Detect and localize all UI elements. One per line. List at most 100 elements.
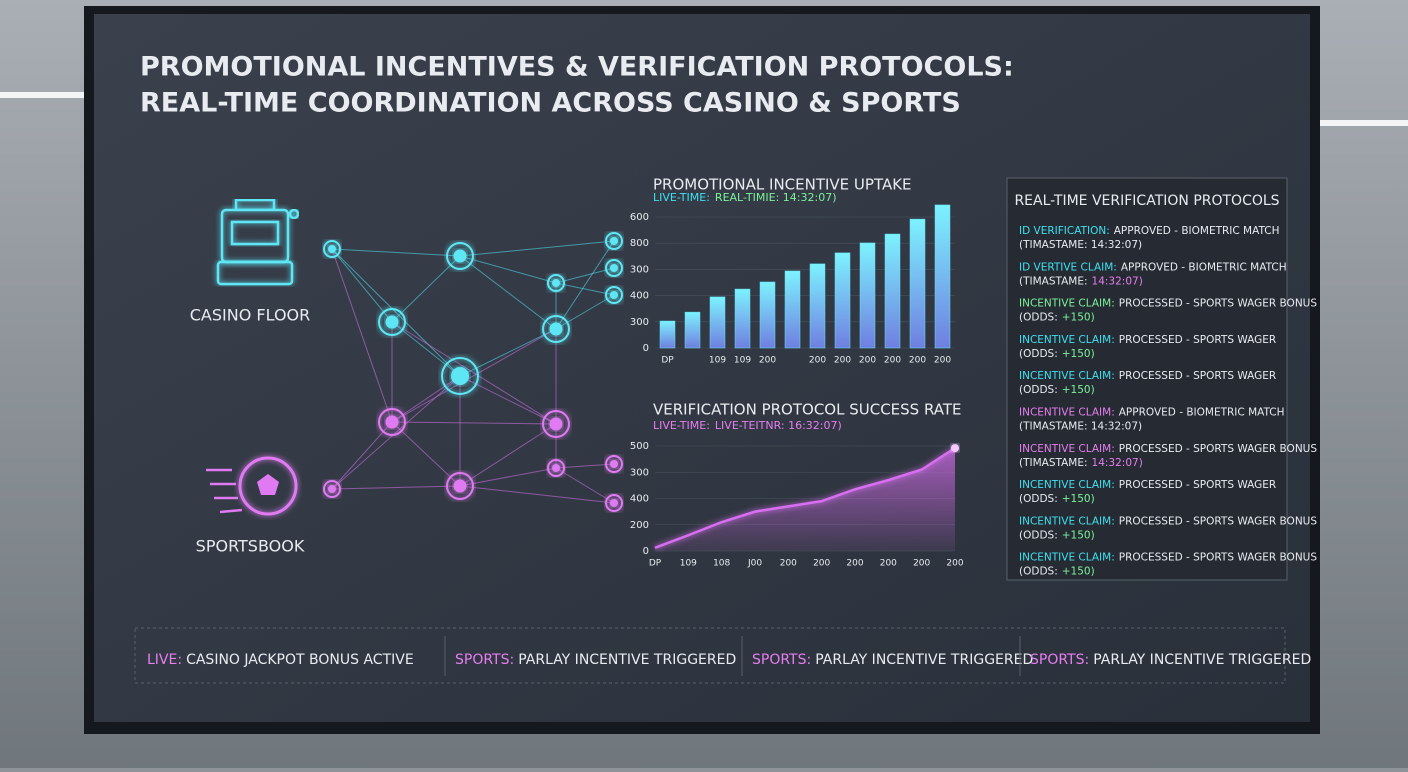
bar (659, 320, 676, 349)
network-edge (391, 255, 461, 323)
entry-label: ID VERIFICATION: (1019, 225, 1110, 237)
entry-line: INCENTIVE CLAIM: PROCESSED - SPORTS WAGER… (1019, 298, 1317, 310)
subtitle-part: LIVE-TIME: (653, 191, 710, 204)
entry-detail: (ODDS: +150) (1019, 493, 1095, 505)
network-node (610, 460, 618, 468)
entry-detail: (TIMASTAME: 14:32:07) (1019, 275, 1143, 287)
entry-label: INCENTIVE CLAIM: (1019, 298, 1115, 310)
network-node-ring (441, 357, 479, 395)
entry-line: INCENTIVE CLAIM: PROCESSED - SPORTS WAGER (1019, 479, 1276, 491)
casino-icon (216, 260, 294, 286)
entry-status: PROCESSED - SPORTS WAGER (1119, 334, 1276, 346)
network-node-ring (547, 459, 565, 477)
y-tick-label: 200 (630, 520, 649, 531)
y-tick-label: 300 (630, 467, 649, 478)
network-edge (459, 485, 615, 504)
y-tick-label: 300 (630, 317, 649, 328)
x-tick-label: 200 (759, 356, 776, 366)
network-edge (459, 255, 557, 330)
ticker-label: SPORTS: (752, 652, 811, 668)
entry-status: APPROVED - BIOMETRIC MATCH (1119, 407, 1285, 419)
entry-status: APPROVED - BIOMETRIC MATCH (1114, 225, 1280, 237)
casino-icon (288, 208, 300, 220)
chart-subtitle: LIVE-TIME: REAL-TIMIE: 14:32:07) (653, 191, 836, 204)
entry-detail: (TIMASTAME: 14:32:07) (1019, 421, 1142, 433)
network-edge (555, 240, 615, 330)
network-node-ring (446, 472, 474, 500)
entry-status: PROCESSED - SPORTS WAGER BONUS (1119, 443, 1318, 455)
subtitle-part: LIVE-TEITNR: 16:32:07) (715, 419, 842, 432)
entry-detail-value: +150) (1062, 384, 1095, 396)
network-edge (331, 248, 461, 257)
network-node (610, 237, 618, 245)
bar (934, 204, 951, 349)
entry-line: INCENTIVE CLAIM: APPROVED - BIOMETRIC MAT… (1019, 407, 1285, 419)
entry-line: INCENTIVE CLAIM: PROCESSED - SPORTS WAGER… (1019, 552, 1317, 564)
ticker-text: PARLAY INCENTIVE TRIGGERED (1093, 652, 1311, 668)
network-label: SPORTSBOOK (196, 537, 305, 556)
subtitle-part: REAL-TIMIE: 14:32:07) (715, 191, 837, 204)
entry-status: PROCESSED - SPORTS WAGER (1119, 479, 1276, 491)
entry-detail-value: +150) (1062, 529, 1095, 541)
bar (834, 252, 851, 349)
network-node (453, 249, 467, 263)
sports-icon (257, 474, 279, 495)
ticker: LIVE: CASINO JACKPOT BONUS ACTIVE SPORTS: P… (147, 636, 1311, 676)
entry-detail-text: (ODDS: (1019, 312, 1058, 324)
x-tick-label: 200 (834, 356, 851, 366)
bar (909, 218, 926, 349)
chart-title: VERIFICATION PROTOCOL SUCCESS RATE (653, 401, 962, 419)
entry-label: INCENTIVE CLAIM: (1019, 334, 1115, 346)
entry-detail-value: 14:32:07) (1092, 457, 1143, 469)
x-tick-label: 200 (846, 559, 863, 569)
title-line: PROMOTIONAL INCENTIVES & VERIFICATION PR… (140, 52, 1014, 83)
entry-status: PROCESSED - SPORTS WAGER BONUS (1119, 515, 1318, 527)
verification-panel (1006, 177, 1288, 581)
entry-status: PROCESSED - SPORTS WAGER BONUS (1119, 298, 1318, 310)
network-edge (459, 467, 557, 487)
area (655, 448, 955, 551)
bar (884, 233, 901, 349)
entry-detail: (TIMASTAME: 14:32:07) (1019, 239, 1142, 251)
network-edge (459, 240, 615, 257)
network-node (610, 291, 618, 299)
sports-icon (238, 456, 298, 516)
bar (684, 311, 701, 349)
x-tick-label: 108 (713, 559, 730, 569)
network-node-ring (323, 240, 341, 258)
network-node (385, 415, 399, 429)
network-node-ring (446, 242, 474, 270)
ticker-item: SPORTS: PARLAY INCENTIVE TRIGGERED (1030, 652, 1311, 668)
entry-detail-value: +150) (1062, 348, 1095, 360)
entry-detail: (ODDS: +150) (1019, 384, 1095, 396)
entry-line: ID VERTIVE CLAIM: APPROVED - BIOMETRIC MA… (1019, 261, 1287, 273)
network-edge (555, 282, 615, 296)
entry-status: APPROVED - BIOMETRIC MATCH (1121, 261, 1287, 273)
x-tick-label: J00 (747, 559, 762, 569)
network-node (610, 499, 618, 507)
casino-icon (230, 220, 280, 246)
title-line: REAL-TIME COORDINATION ACROSS CASINO & S… (140, 88, 961, 119)
network-node-ring (605, 455, 623, 473)
x-tick-label: 109 (680, 559, 697, 569)
network-node (610, 264, 618, 272)
ticker-text: CASINO JACKPOT BONUS ACTIVE (186, 652, 414, 668)
entry-status: PROCESSED - SPORTS WAGER BONUS (1119, 552, 1318, 564)
chart-subtitle: LIVE-TIME: LIVE-TEITNR: 16:32:07) (653, 419, 842, 432)
entry-detail-text: (TIMASTAME: (1019, 457, 1088, 469)
end-point (951, 444, 959, 453)
network-node (385, 315, 399, 329)
network-edge (391, 321, 557, 425)
entry-detail-text: (ODDS: (1019, 529, 1058, 541)
entry-detail-value: 14:32:07) (1092, 275, 1143, 287)
line (654, 447, 956, 550)
network-node (453, 479, 467, 493)
entry-label: INCENTIVE CLAIM: (1019, 515, 1115, 527)
bar (709, 296, 726, 349)
x-tick-label: 200 (780, 559, 797, 569)
entry-detail-text: (ODDS: (1019, 384, 1058, 396)
entry-detail: (ODDS: +150) (1019, 529, 1095, 541)
panel-title: REAL-TIME VERIFICATION PROTOCOLS (1014, 193, 1279, 209)
